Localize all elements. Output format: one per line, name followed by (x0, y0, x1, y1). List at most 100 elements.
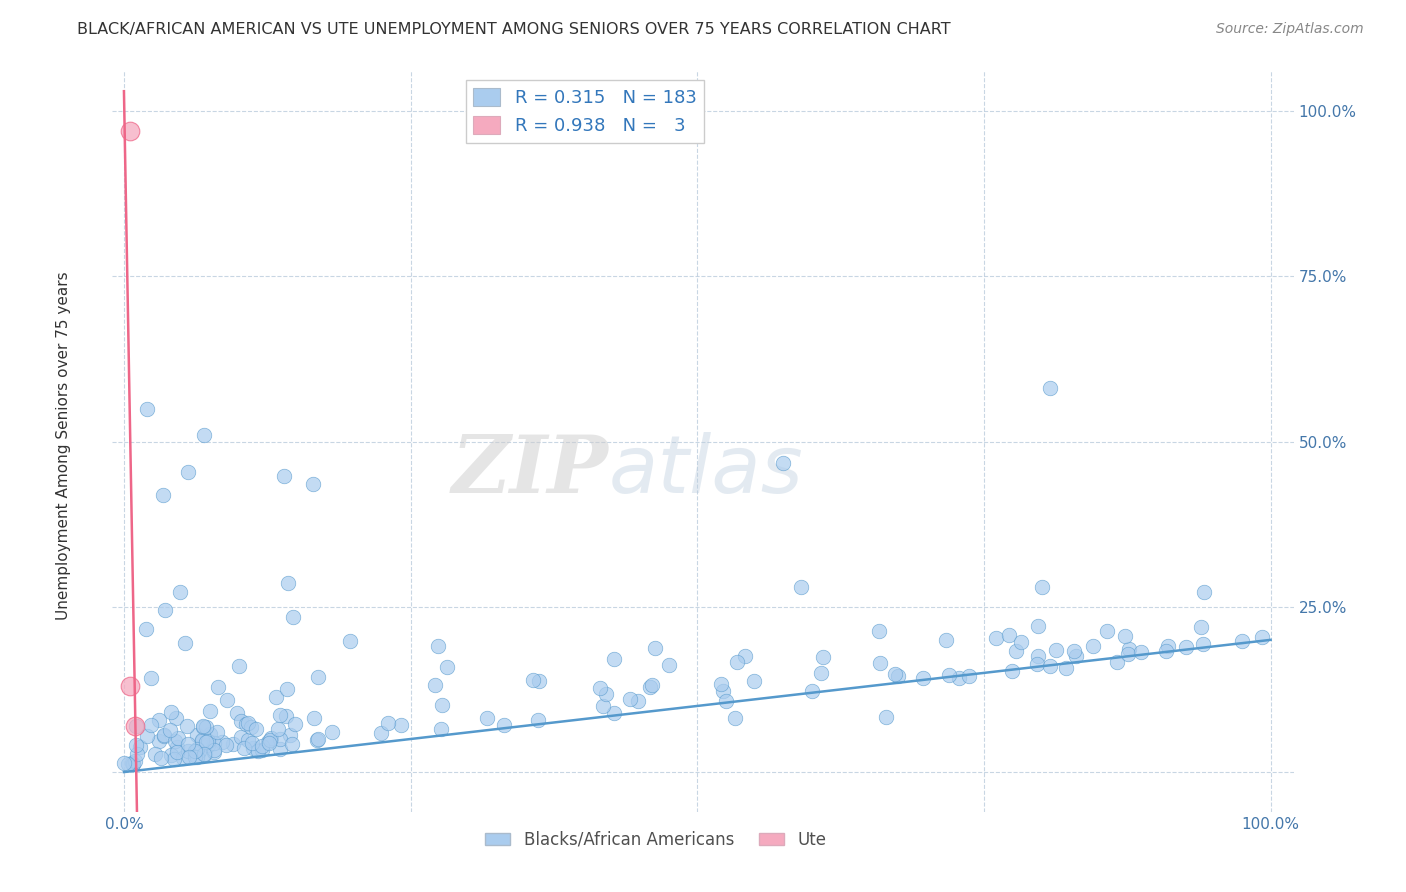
Point (148, 734, 170, 748)
Point (430, 698, 453, 712)
Point (1251, 630, 1274, 644)
Point (149, 750, 172, 764)
Point (264, 690, 287, 704)
Point (273, 469, 295, 483)
Point (231, 714, 253, 729)
Point (307, 732, 329, 747)
Point (194, 747, 217, 761)
Point (1063, 644, 1085, 658)
Legend: Blacks/African Americans, Ute: Blacks/African Americans, Ute (478, 824, 832, 855)
Point (1026, 648, 1049, 663)
Point (911, 671, 934, 685)
Point (179, 750, 201, 764)
Point (193, 747, 215, 761)
Point (1031, 580, 1053, 594)
Point (592, 698, 614, 713)
Point (215, 738, 238, 752)
Point (1054, 661, 1077, 675)
Point (198, 704, 221, 718)
Point (305, 733, 328, 747)
Point (260, 731, 283, 745)
Point (425, 678, 447, 692)
Point (1083, 639, 1105, 653)
Point (644, 641, 666, 656)
Point (205, 725, 228, 739)
Point (166, 745, 188, 759)
Point (800, 684, 823, 698)
Point (238, 732, 260, 747)
Point (198, 727, 221, 741)
Point (269, 708, 291, 723)
Point (339, 634, 361, 648)
Point (276, 709, 298, 723)
Point (193, 428, 215, 442)
Point (211, 735, 233, 749)
Point (176, 465, 198, 479)
Point (389, 718, 412, 732)
Point (259, 733, 281, 747)
Point (177, 744, 200, 758)
Text: atlas: atlas (609, 432, 803, 510)
Point (245, 722, 267, 736)
Point (229, 730, 252, 744)
Point (790, 580, 813, 594)
Point (370, 726, 392, 740)
Point (1095, 624, 1118, 639)
Point (869, 657, 891, 671)
Point (1066, 648, 1088, 663)
Point (1118, 641, 1140, 656)
Point (603, 651, 626, 665)
Point (162, 751, 184, 765)
Point (281, 610, 304, 624)
Point (148, 713, 170, 727)
Point (135, 622, 157, 636)
Point (638, 680, 661, 694)
Point (217, 693, 239, 707)
Point (118, 679, 141, 693)
Point (269, 731, 291, 746)
Point (124, 754, 146, 768)
Point (184, 749, 207, 764)
Point (887, 669, 910, 683)
Point (153, 729, 176, 743)
Point (191, 719, 214, 733)
Point (186, 750, 208, 764)
Point (202, 736, 225, 750)
Point (277, 576, 299, 591)
Point (1116, 647, 1139, 661)
Point (307, 670, 329, 684)
Point (252, 742, 274, 756)
Point (957, 669, 980, 683)
Point (173, 636, 195, 650)
Point (1001, 665, 1024, 679)
Point (165, 711, 187, 725)
Point (207, 680, 229, 694)
Point (186, 741, 208, 756)
Point (202, 746, 225, 760)
Point (226, 706, 249, 720)
Point (197, 733, 219, 747)
Point (122, 757, 145, 772)
Point (152, 488, 174, 502)
Point (228, 659, 250, 673)
Point (250, 739, 273, 753)
Point (125, 719, 148, 733)
Point (627, 694, 650, 708)
Point (122, 757, 145, 772)
Point (1191, 637, 1213, 651)
Point (153, 603, 176, 617)
Point (1156, 644, 1178, 658)
Point (1230, 634, 1253, 648)
Point (724, 711, 747, 725)
Point (152, 728, 174, 742)
Point (128, 740, 150, 755)
Point (166, 740, 188, 755)
Point (1175, 640, 1198, 655)
Point (276, 682, 298, 697)
Point (714, 693, 737, 707)
Point (281, 738, 304, 752)
Point (811, 650, 834, 665)
Point (184, 744, 207, 758)
Point (772, 456, 794, 470)
Point (176, 737, 198, 751)
